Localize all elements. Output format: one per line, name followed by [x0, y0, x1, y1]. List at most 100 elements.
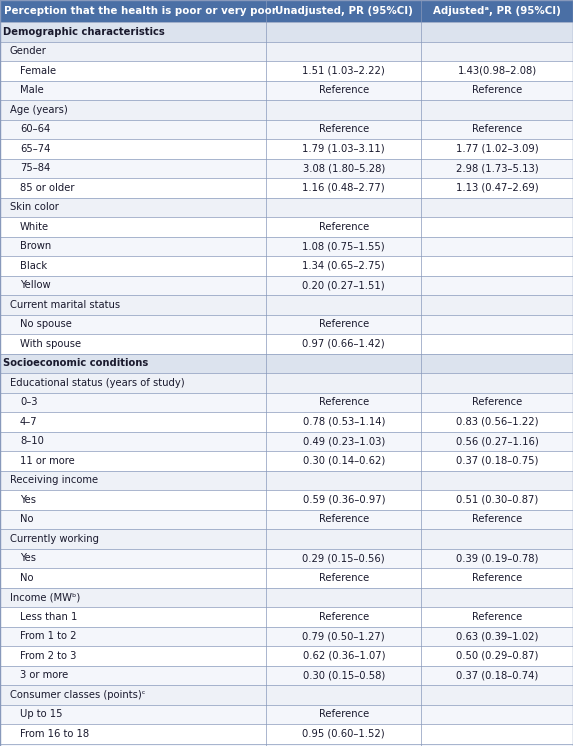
Text: Reference: Reference [319, 612, 369, 621]
Text: Socioeconomic conditions: Socioeconomic conditions [3, 358, 148, 369]
Text: 3 or more: 3 or more [20, 670, 68, 680]
Text: Unadjusted, PR (95%CI): Unadjusted, PR (95%CI) [275, 6, 413, 16]
Text: Reference: Reference [472, 514, 522, 524]
Text: Consumer classes (points)ᶜ: Consumer classes (points)ᶜ [10, 690, 146, 700]
Bar [0, 0, 573, 22]
Bar [0, 744, 573, 746]
Text: 11 or more: 11 or more [20, 456, 74, 466]
Bar [0, 529, 573, 548]
Text: 0.51 (0.30–0.87): 0.51 (0.30–0.87) [456, 495, 538, 505]
Text: 0.78 (0.53–1.14): 0.78 (0.53–1.14) [303, 417, 385, 427]
Bar [0, 81, 573, 100]
Text: 8–10: 8–10 [20, 436, 44, 446]
Bar [0, 22, 573, 42]
Text: No spouse: No spouse [20, 319, 72, 329]
Text: Male: Male [20, 85, 44, 95]
Text: Yes: Yes [20, 495, 36, 505]
Text: Yellow: Yellow [20, 280, 50, 290]
Text: Reference: Reference [319, 319, 369, 329]
Text: Reference: Reference [472, 398, 522, 407]
Bar [0, 139, 573, 158]
Bar [0, 315, 573, 334]
Bar [0, 704, 573, 724]
Text: 0.50 (0.29–0.87): 0.50 (0.29–0.87) [456, 651, 538, 661]
Text: Reference: Reference [472, 612, 522, 621]
Text: Receiving income: Receiving income [10, 475, 98, 485]
Text: 0.59 (0.36–0.97): 0.59 (0.36–0.97) [303, 495, 385, 505]
Text: 1.79 (1.03–3.11): 1.79 (1.03–3.11) [303, 144, 385, 154]
Bar [0, 568, 573, 588]
Text: Adjustedᵃ, PR (95%CI): Adjustedᵃ, PR (95%CI) [433, 6, 561, 16]
Text: Educational status (years of study): Educational status (years of study) [10, 377, 185, 388]
Text: 75–84: 75–84 [20, 163, 50, 173]
Bar [0, 471, 573, 490]
Text: 0.95 (0.60–1.52): 0.95 (0.60–1.52) [303, 729, 385, 739]
Text: With spouse: With spouse [20, 339, 81, 348]
Text: 0.62 (0.36–1.07): 0.62 (0.36–1.07) [303, 651, 385, 661]
Bar [0, 61, 573, 81]
Text: Reference: Reference [472, 85, 522, 95]
Text: No: No [20, 573, 33, 583]
Text: Reference: Reference [319, 514, 369, 524]
Text: 0.63 (0.39–1.02): 0.63 (0.39–1.02) [456, 631, 538, 642]
Text: Reference: Reference [319, 709, 369, 719]
Text: Female: Female [20, 66, 56, 76]
Text: Perception that the health is poor or very poor: Perception that the health is poor or ve… [4, 6, 277, 16]
Text: 0.39 (0.19–0.78): 0.39 (0.19–0.78) [456, 554, 538, 563]
Text: 85 or older: 85 or older [20, 183, 74, 192]
Text: 0.56 (0.27–1.16): 0.56 (0.27–1.16) [456, 436, 539, 446]
Text: 3.08 (1.80–5.28): 3.08 (1.80–5.28) [303, 163, 385, 173]
Text: Reference: Reference [319, 222, 369, 232]
Bar [0, 119, 573, 139]
Text: From 16 to 18: From 16 to 18 [20, 729, 89, 739]
Text: 1.16 (0.48–2.77): 1.16 (0.48–2.77) [303, 183, 385, 192]
Bar [0, 646, 573, 665]
Text: 0.49 (0.23–1.03): 0.49 (0.23–1.03) [303, 436, 385, 446]
Bar [0, 275, 573, 295]
Text: Currently working: Currently working [10, 533, 99, 544]
Text: 0.37 (0.18–0.75): 0.37 (0.18–0.75) [456, 456, 538, 466]
Text: Age (years): Age (years) [10, 104, 68, 115]
Text: 0.30 (0.14–0.62): 0.30 (0.14–0.62) [303, 456, 385, 466]
Text: 1.43(0.98–2.08): 1.43(0.98–2.08) [457, 66, 537, 76]
Text: Reference: Reference [319, 573, 369, 583]
Bar [0, 627, 573, 646]
Bar [0, 548, 573, 568]
Bar [0, 412, 573, 431]
Text: From 1 to 2: From 1 to 2 [20, 631, 77, 642]
Text: Reference: Reference [319, 85, 369, 95]
Bar [0, 42, 573, 61]
Bar [0, 217, 573, 236]
Bar [0, 334, 573, 354]
Bar [0, 451, 573, 471]
Text: 0.29 (0.15–0.56): 0.29 (0.15–0.56) [303, 554, 385, 563]
Text: 0.97 (0.66–1.42): 0.97 (0.66–1.42) [303, 339, 385, 348]
Text: 0.83 (0.56–1.22): 0.83 (0.56–1.22) [456, 417, 538, 427]
Text: From 2 to 3: From 2 to 3 [20, 651, 76, 661]
Bar [0, 392, 573, 412]
Bar [0, 490, 573, 510]
Text: 0.79 (0.50–1.27): 0.79 (0.50–1.27) [303, 631, 385, 642]
Text: Skin color: Skin color [10, 202, 59, 213]
Text: Black: Black [20, 261, 47, 271]
Bar [0, 588, 573, 607]
Bar [0, 295, 573, 315]
Bar [0, 510, 573, 529]
Text: 2.98 (1.73–5.13): 2.98 (1.73–5.13) [456, 163, 539, 173]
Bar [0, 236, 573, 256]
Text: 0.30 (0.15–0.58): 0.30 (0.15–0.58) [303, 670, 385, 680]
Text: 0–3: 0–3 [20, 398, 37, 407]
Bar [0, 178, 573, 198]
Text: White: White [20, 222, 49, 232]
Bar [0, 158, 573, 178]
Text: Less than 1: Less than 1 [20, 612, 77, 621]
Bar [0, 607, 573, 627]
Text: Current marital status: Current marital status [10, 300, 120, 310]
Text: 1.34 (0.65–2.75): 1.34 (0.65–2.75) [303, 261, 385, 271]
Text: Reference: Reference [472, 125, 522, 134]
Text: Reference: Reference [319, 398, 369, 407]
Text: Reference: Reference [472, 573, 522, 583]
Text: 1.13 (0.47–2.69): 1.13 (0.47–2.69) [456, 183, 539, 192]
Text: Reference: Reference [319, 125, 369, 134]
Bar [0, 685, 573, 704]
